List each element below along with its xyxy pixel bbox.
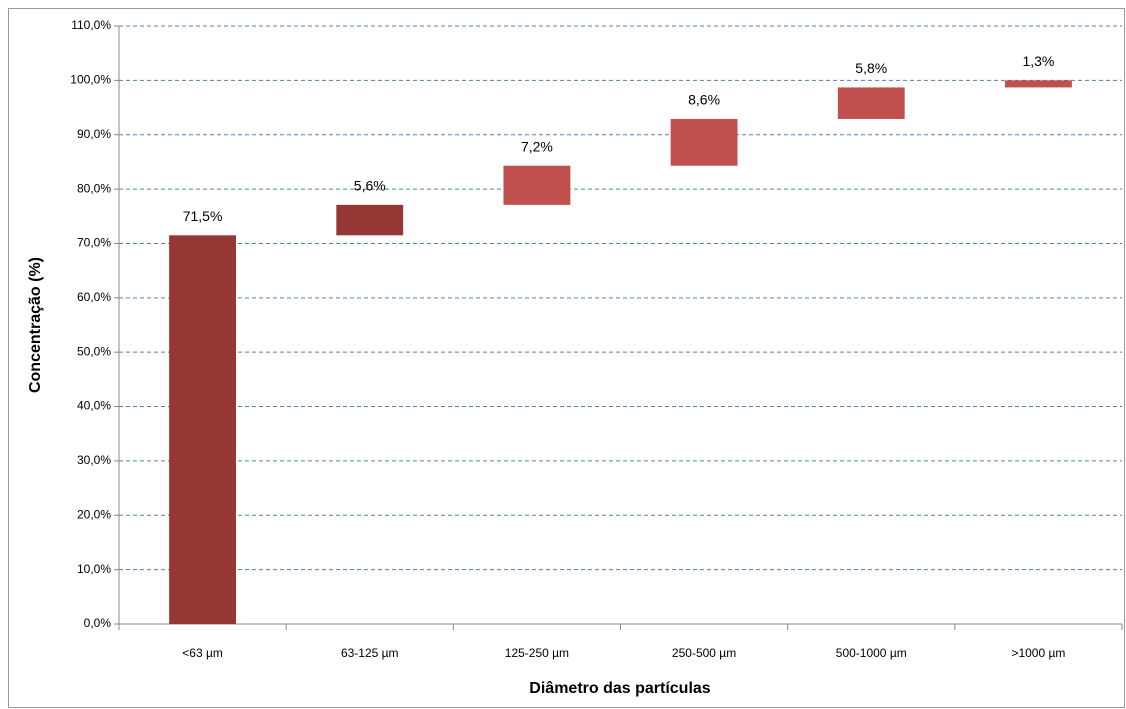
x-tick-label: 500-1000 µm xyxy=(836,646,907,660)
value-label: 1,3% xyxy=(1022,53,1054,69)
bar xyxy=(169,235,237,625)
value-label: 71,5% xyxy=(183,208,223,224)
y-tick-label: 20,0% xyxy=(77,507,111,521)
y-tick-label: 100,0% xyxy=(70,73,111,87)
value-label: 7,2% xyxy=(521,138,553,154)
y-tick-label: 110,0% xyxy=(71,18,111,32)
y-tick-label: 50,0% xyxy=(77,344,111,358)
y-tick-label: 10,0% xyxy=(77,562,111,576)
x-axis-title: Diâmetro das partículas xyxy=(529,680,711,697)
bar xyxy=(837,87,905,119)
bar xyxy=(503,165,571,205)
y-tick-label: 40,0% xyxy=(77,399,111,413)
y-tick-label: 60,0% xyxy=(77,290,111,304)
value-label: 8,6% xyxy=(688,92,720,108)
x-tick-label: 125-250 µm xyxy=(505,646,569,660)
y-tick-label: 70,0% xyxy=(77,236,111,250)
value-label: 5,8% xyxy=(855,60,887,76)
bar xyxy=(1004,80,1072,88)
value-label: 5,6% xyxy=(354,178,386,194)
x-tick-label: <63 µm xyxy=(182,646,223,660)
bar xyxy=(336,204,404,236)
x-tick-label: 63-125 µm xyxy=(341,646,399,660)
y-tick-label: 30,0% xyxy=(77,453,111,467)
bar xyxy=(670,118,738,166)
y-axis-title: Concentração (%) xyxy=(27,257,44,393)
y-tick-label: 80,0% xyxy=(77,181,111,195)
x-tick-label: >1000 µm xyxy=(1011,646,1065,660)
y-tick-label: 0,0% xyxy=(84,616,112,630)
x-tick-label: 250-500 µm xyxy=(672,646,736,660)
y-tick-label: 90,0% xyxy=(77,127,111,141)
